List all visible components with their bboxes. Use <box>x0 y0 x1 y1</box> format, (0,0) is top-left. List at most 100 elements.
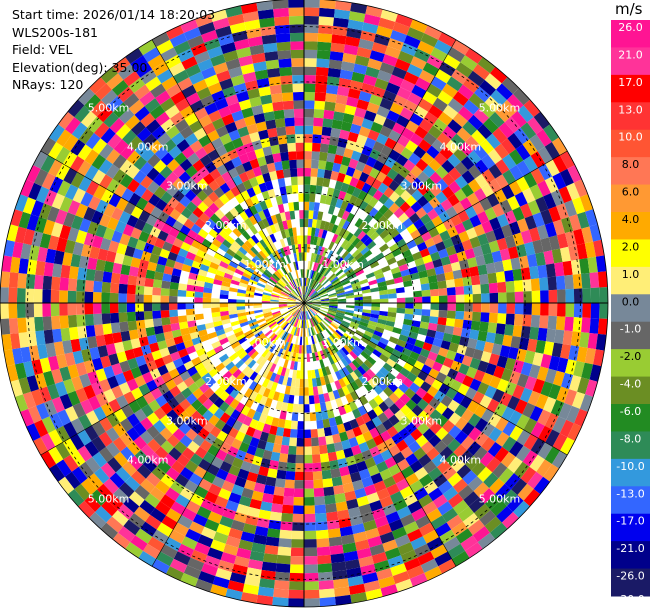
velocity-bin <box>160 118 175 133</box>
velocity-bin <box>0 271 11 288</box>
velocity-bin <box>248 279 258 285</box>
velocity-bin <box>315 529 329 540</box>
velocity-bin <box>426 145 440 159</box>
velocity-bin <box>146 360 158 372</box>
velocity-bin <box>301 252 304 261</box>
velocity-bin <box>241 243 251 253</box>
velocity-bin <box>280 444 289 455</box>
velocity-bin <box>419 248 431 258</box>
velocity-bin <box>477 532 496 549</box>
velocity-bin <box>35 260 46 276</box>
velocity-bin <box>290 236 295 246</box>
velocity-bin <box>277 375 285 385</box>
velocity-bin <box>306 278 310 287</box>
velocity-bin <box>270 242 278 252</box>
velocity-bin <box>361 315 371 321</box>
velocity-bin <box>370 310 380 315</box>
velocity-bin <box>273 486 285 497</box>
velocity-bin <box>246 150 257 162</box>
velocity-bin <box>301 303 304 312</box>
velocity-bin <box>329 305 338 309</box>
velocity-bin <box>320 266 327 275</box>
azimuth-spoke <box>303 302 457 567</box>
velocity-bin <box>298 303 304 310</box>
velocity-bin <box>452 326 463 337</box>
velocity-bin <box>325 328 333 336</box>
velocity-bin <box>290 41 304 50</box>
velocity-bin <box>64 239 76 254</box>
velocity-bin <box>229 22 247 34</box>
velocity-bin <box>245 169 256 180</box>
velocity-bin <box>274 571 290 582</box>
velocity-bin <box>55 209 68 225</box>
velocity-bin <box>325 286 335 292</box>
range-ring-label: 1.00km <box>244 258 286 271</box>
velocity-bin <box>189 140 203 153</box>
velocity-bin <box>484 516 502 533</box>
velocity-bin <box>240 63 255 75</box>
velocity-bin <box>516 373 529 388</box>
velocity-bin <box>447 368 459 380</box>
velocity-bin <box>346 270 356 278</box>
velocity-bin <box>346 305 355 309</box>
velocity-bin <box>518 337 530 351</box>
velocity-bin <box>276 469 287 480</box>
velocity-bin <box>454 188 467 202</box>
velocity-bin <box>363 249 373 259</box>
velocity-bin <box>80 399 94 415</box>
velocity-bin <box>228 244 239 254</box>
velocity-bin <box>130 205 144 219</box>
velocity-bin <box>494 260 505 273</box>
velocity-bin <box>70 450 86 467</box>
velocity-bin <box>500 451 516 468</box>
velocity-bin <box>272 0 289 10</box>
velocity-bin <box>124 114 141 130</box>
velocity-bin <box>237 289 247 294</box>
velocity-bin <box>299 378 304 388</box>
velocity-bin <box>344 104 357 116</box>
velocity-bin <box>385 82 401 95</box>
velocity-bin <box>305 286 309 295</box>
velocity-bin <box>354 378 364 388</box>
velocity-bin <box>392 327 402 335</box>
velocity-bin <box>209 168 222 180</box>
velocity-bin <box>244 197 255 208</box>
velocity-bin <box>304 201 310 211</box>
velocity-bin <box>403 434 416 447</box>
velocity-bin <box>281 290 290 296</box>
velocity-bin <box>132 346 144 358</box>
velocity-bin <box>326 443 336 454</box>
velocity-bin <box>559 168 574 187</box>
velocity-bin <box>537 442 553 460</box>
velocity-bin <box>343 550 359 562</box>
velocity-bin <box>116 351 128 363</box>
velocity-bin <box>214 175 226 187</box>
velocity-bin <box>396 339 407 348</box>
velocity-bin <box>360 336 370 345</box>
velocity-bin <box>312 262 317 271</box>
velocity-bin <box>185 303 195 310</box>
velocity-bin <box>311 306 320 310</box>
velocity-bin <box>352 408 362 419</box>
velocity-bin <box>524 241 536 256</box>
velocity-bin <box>376 105 390 118</box>
velocity-bin <box>207 511 223 524</box>
velocity-bin <box>297 287 301 296</box>
velocity-bin <box>153 433 167 447</box>
velocity-bin <box>327 310 337 316</box>
velocity-bin <box>329 304 338 307</box>
colorbar-tick-label: 0.0 <box>622 295 640 308</box>
velocity-bin <box>304 454 313 464</box>
velocity-bin <box>483 472 499 489</box>
velocity-bin <box>293 327 298 336</box>
velocity-bin <box>543 341 555 356</box>
velocity-bin <box>202 451 216 464</box>
velocity-bin <box>240 460 252 472</box>
velocity-bin <box>55 163 70 181</box>
velocity-bin <box>156 551 174 567</box>
velocity-bin <box>220 380 231 391</box>
velocity-bin <box>386 483 400 496</box>
velocity-bin <box>304 564 319 574</box>
velocity-bin <box>143 201 156 215</box>
velocity-bin <box>298 278 302 287</box>
